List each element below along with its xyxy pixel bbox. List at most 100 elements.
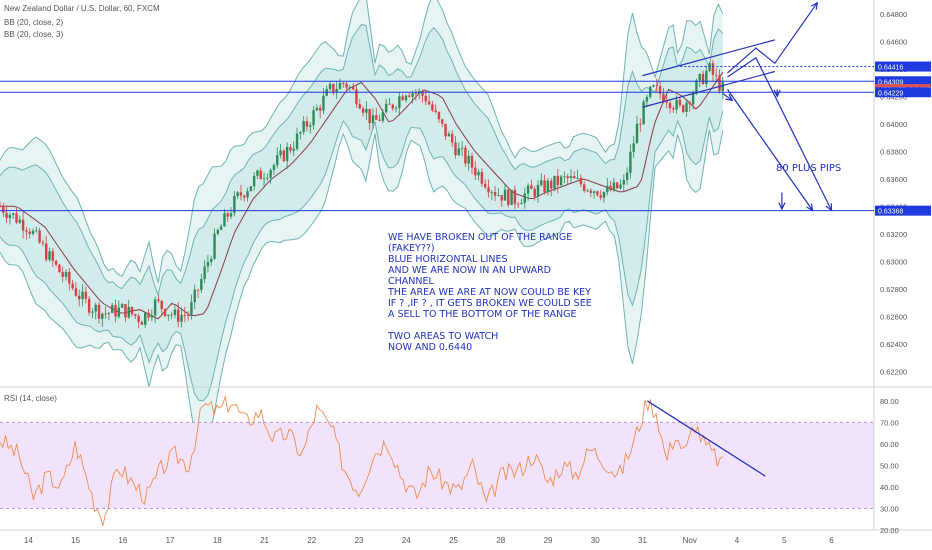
- time-tick-label: Nov: [683, 536, 697, 545]
- candle-body: [318, 107, 322, 111]
- candle-body: [668, 102, 672, 109]
- candle-body: [335, 89, 338, 93]
- projection-arrow[interactable]: [722, 93, 733, 101]
- bb-band-u3: [0, 0, 724, 283]
- annotation-text-line: A SELL TO THE BOTTOM OF THE RANGE: [388, 309, 577, 320]
- candle-body: [177, 309, 180, 322]
- annotation-text-line: WE HAVE BROKEN OUT OF THE RANGE: [388, 232, 572, 243]
- candle-body: [688, 102, 692, 105]
- candle-body: [91, 311, 94, 313]
- candle-body: [632, 143, 635, 152]
- candle-body: [612, 182, 616, 191]
- candle-body: [556, 175, 559, 186]
- candle-body: [338, 83, 342, 90]
- candle-body: [609, 185, 612, 191]
- candle-body: [602, 192, 606, 198]
- candle-body: [573, 176, 576, 179]
- candle-body: [447, 133, 451, 137]
- channel-line[interactable]: [642, 70, 775, 108]
- candle-body: [130, 306, 134, 315]
- bb2-legend[interactable]: BB (20, close, 3): [4, 30, 64, 39]
- candle-body: [358, 104, 361, 109]
- candle-body: [127, 306, 130, 318]
- candle-body: [658, 86, 662, 94]
- candle-body: [404, 95, 408, 101]
- candle-body: [170, 314, 173, 316]
- candle-body: [285, 146, 289, 162]
- time-tick-label: 18: [213, 536, 222, 545]
- candle-body: [718, 75, 721, 92]
- candle-body: [401, 96, 404, 101]
- rsi-pane[interactable]: [0, 395, 874, 526]
- candle-body: [391, 104, 394, 109]
- candle-body: [589, 190, 592, 193]
- candle-body: [153, 299, 157, 316]
- candle-body: [144, 312, 147, 325]
- candle-body: [74, 288, 78, 296]
- candle-body: [345, 83, 348, 88]
- price-tag-label: 0.63368: [878, 209, 903, 216]
- bb1-legend[interactable]: BB (20, close, 2): [4, 18, 64, 27]
- candle-body: [569, 176, 573, 179]
- candle-body: [256, 170, 259, 176]
- projection-arrow[interactable]: [727, 2, 818, 74]
- price-tick-label: 0.64600: [880, 37, 907, 46]
- rsi-line[interactable]: [0, 395, 724, 526]
- candle-body: [233, 196, 236, 214]
- candle-body: [61, 272, 64, 277]
- candle-body: [5, 212, 8, 219]
- candle-body: [173, 309, 177, 315]
- candle-body: [434, 110, 437, 112]
- candle-body: [464, 147, 467, 164]
- candle-body: [249, 186, 253, 192]
- candle-body: [520, 202, 523, 205]
- candle-body: [309, 125, 312, 127]
- candle-body: [701, 73, 705, 85]
- time-tick-label: 6: [829, 536, 834, 545]
- candle-body: [299, 132, 302, 134]
- candle-body: [120, 304, 124, 308]
- price-tag: [875, 61, 931, 72]
- candle-body: [87, 298, 91, 313]
- price-tag: [875, 205, 931, 216]
- channel-line[interactable]: [642, 39, 775, 77]
- arrow-head: [725, 93, 734, 102]
- candle-body: [616, 182, 619, 189]
- candle-body: [526, 185, 530, 194]
- candle-body: [124, 304, 127, 318]
- candle-body: [503, 189, 507, 201]
- candle-body: [450, 133, 454, 143]
- time-tick-label: 25: [449, 536, 458, 545]
- candle-body: [483, 183, 487, 188]
- time-tick-label: 28: [496, 536, 505, 545]
- projection-arrow[interactable]: [727, 89, 814, 211]
- candle-body: [427, 101, 431, 105]
- candle-body: [645, 96, 649, 102]
- candle-body: [246, 191, 249, 198]
- candle-body: [183, 314, 187, 316]
- candle-body: [45, 243, 48, 260]
- candle-body: [421, 91, 424, 96]
- candle-body: [305, 121, 309, 127]
- candle-body: [460, 147, 464, 149]
- candle-body: [493, 191, 497, 196]
- rsi-tick-label: 80.00: [880, 397, 899, 406]
- arrow-head: [778, 202, 786, 211]
- price-pane[interactable]: [0, 0, 725, 445]
- candle-body: [243, 195, 246, 198]
- time-tick-label: 4: [735, 536, 740, 545]
- candle-body: [117, 307, 121, 317]
- bb2-fill: [0, 24, 723, 401]
- candle-body: [523, 193, 526, 203]
- candle-body: [384, 103, 388, 113]
- candle-body: [223, 213, 226, 227]
- symbol-legend[interactable]: New Zealand Dollar / U.S. Dollar, 60, FX…: [4, 4, 160, 13]
- time-tick-label: 16: [118, 536, 127, 545]
- annotation-text-line: CHANNEL: [388, 276, 434, 287]
- candle-body: [639, 123, 642, 125]
- drawings[interactable]: WE HAVE BROKEN OUT OF THE RANGE(FAKEY??)…: [0, 1, 874, 477]
- projection-arrow[interactable]: [727, 56, 833, 211]
- rsi-trendline[interactable]: [646, 400, 766, 477]
- rsi-legend[interactable]: RSI (14, close): [4, 394, 57, 403]
